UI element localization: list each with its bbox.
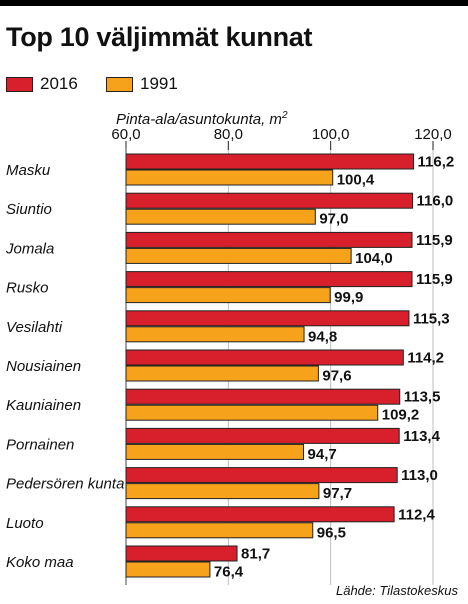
data-label-2016: 115,9 xyxy=(416,232,453,249)
data-label-1991: 94,7 xyxy=(308,446,337,463)
bar-2016 xyxy=(125,271,413,288)
bar-2016 xyxy=(125,192,414,209)
data-label-2016: 116,2 xyxy=(418,154,455,171)
bar-1991 xyxy=(125,326,305,343)
data-label-1991: 97,7 xyxy=(323,485,352,502)
bar-1991 xyxy=(125,443,305,460)
category-label: Masku xyxy=(6,162,51,179)
data-label-2016: 114,2 xyxy=(407,350,444,367)
x-tick-label: 120,0 xyxy=(414,126,452,143)
bar-2016 xyxy=(125,231,413,248)
bar-2016 xyxy=(125,310,410,327)
bar-1991 xyxy=(125,483,320,500)
bar-2016 xyxy=(125,349,404,366)
data-label-2016: 113,0 xyxy=(401,467,438,484)
bar-1991 xyxy=(125,208,316,225)
bar-1991 xyxy=(125,287,331,304)
category-label: Siuntio xyxy=(6,201,52,218)
data-label-2016: 115,3 xyxy=(413,310,450,327)
data-label-1991: 94,8 xyxy=(308,328,337,345)
bar-1991 xyxy=(125,522,314,539)
category-label: Luoto xyxy=(6,515,44,532)
bar-2016 xyxy=(125,467,398,484)
category-label: Pedersören kunta xyxy=(6,476,124,493)
x-tick-label: 80,0 xyxy=(214,126,243,143)
bar-2016 xyxy=(125,427,400,444)
bar-2016 xyxy=(125,545,238,562)
data-label-1991: 76,4 xyxy=(214,564,244,581)
data-label-1991: 100,4 xyxy=(337,172,375,189)
category-label: Koko maa xyxy=(6,554,74,571)
data-label-2016: 112,4 xyxy=(398,506,435,523)
bar-1991 xyxy=(125,365,319,382)
category-label: Vesilahti xyxy=(6,319,63,336)
data-label-2016: 113,4 xyxy=(403,428,440,445)
x-tick-label: 60,0 xyxy=(111,126,140,143)
category-label: Jomala xyxy=(5,240,54,257)
data-label-2016: 115,9 xyxy=(416,271,453,288)
source-note: Lähde: Tilastokeskus xyxy=(335,583,458,598)
legend-swatch-2016 xyxy=(6,77,33,92)
x-axis-label: Pinta-ala/asuntokunta, m2 xyxy=(116,107,288,129)
data-label-1991: 97,6 xyxy=(322,368,351,385)
data-label-1991: 96,5 xyxy=(317,524,346,541)
data-label-1991: 97,0 xyxy=(319,211,348,228)
category-label: Nousiainen xyxy=(6,358,81,375)
bar-1991 xyxy=(125,404,379,421)
category-label: Pornainen xyxy=(6,436,74,453)
data-label-2016: 113,5 xyxy=(404,389,441,406)
data-label-1991: 99,9 xyxy=(334,289,363,306)
data-label-2016: 81,7 xyxy=(241,546,270,563)
bar-1991 xyxy=(125,561,211,578)
chart-title: Top 10 väljimmät kunnat xyxy=(6,22,313,52)
x-axis-label-superscript: 2 xyxy=(281,110,288,121)
bar-1991 xyxy=(125,169,334,186)
legend-swatch-1991 xyxy=(106,77,133,92)
bar-2016 xyxy=(125,153,415,170)
data-label-1991: 109,2 xyxy=(382,407,420,424)
top-rule xyxy=(0,0,468,6)
x-tick-label: 100,0 xyxy=(312,126,350,143)
bar-2016 xyxy=(125,506,395,523)
legend-label-2016: 2016 xyxy=(40,74,78,93)
category-label: Kauniainen xyxy=(6,397,81,414)
bar-1991 xyxy=(125,247,352,264)
category-label: Rusko xyxy=(6,280,49,297)
bar-2016 xyxy=(125,388,401,405)
legend-label-1991: 1991 xyxy=(140,74,178,93)
data-label-2016: 116,0 xyxy=(417,193,454,210)
data-label-1991: 104,0 xyxy=(355,250,393,267)
x-axis-label-text: Pinta-ala/asuntokunta, m xyxy=(116,111,282,128)
